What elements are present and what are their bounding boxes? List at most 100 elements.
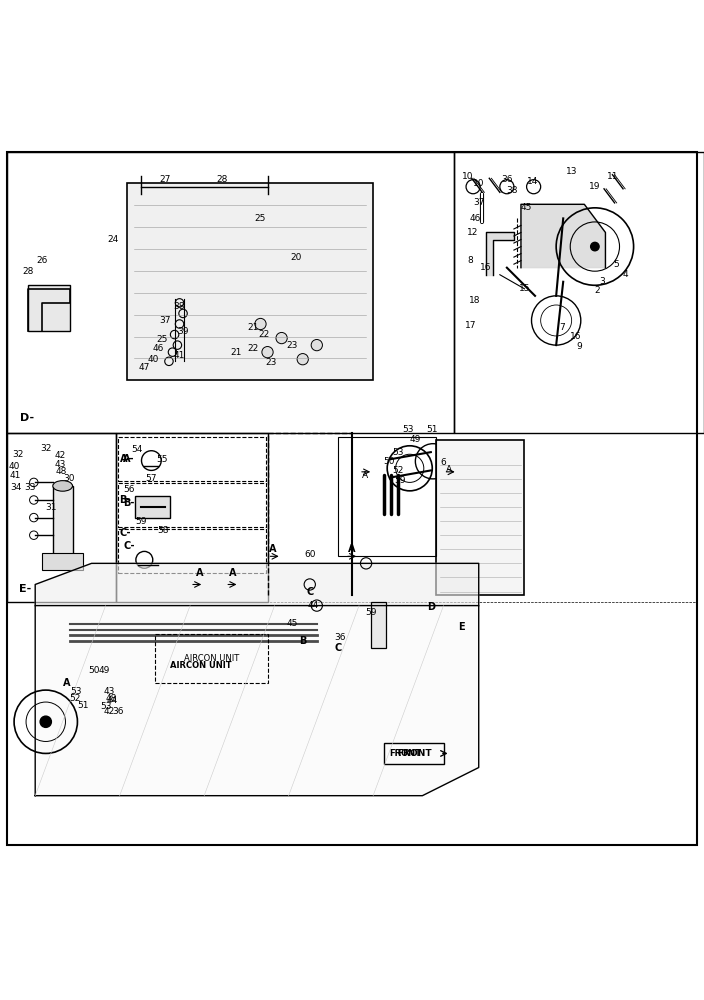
Bar	[28, 285, 70, 331]
Text: 53: 53	[403, 425, 414, 434]
Text: 23: 23	[287, 341, 298, 350]
Text: 24: 24	[107, 235, 118, 244]
Polygon shape	[35, 606, 479, 796]
Circle shape	[297, 354, 308, 365]
Text: 27: 27	[160, 175, 171, 184]
Text: 38: 38	[507, 186, 518, 195]
Text: 41: 41	[174, 351, 185, 360]
Text: 13: 13	[566, 167, 577, 176]
Text: 4: 4	[622, 270, 628, 279]
Text: 45: 45	[287, 619, 298, 628]
Text: 44: 44	[107, 696, 118, 705]
Bar	[118, 529, 266, 573]
Text: 57: 57	[146, 474, 157, 483]
Text: 32: 32	[12, 450, 23, 459]
Polygon shape	[486, 232, 514, 275]
Polygon shape	[35, 563, 479, 606]
Bar	[7, 433, 116, 602]
Text: 8: 8	[467, 256, 473, 265]
Text: 53: 53	[393, 448, 404, 457]
Text: 42: 42	[54, 451, 65, 460]
Circle shape	[276, 332, 287, 344]
Text: 17: 17	[465, 321, 476, 330]
Text: 44: 44	[308, 601, 319, 610]
Text: E: E	[458, 622, 465, 632]
Text: 22: 22	[248, 344, 259, 353]
Text: 31: 31	[45, 503, 56, 512]
Text: A: A	[270, 544, 277, 554]
Text: A-: A-	[123, 454, 134, 464]
Text: C-: C-	[123, 541, 134, 551]
Text: 30: 30	[63, 474, 75, 483]
Text: 56: 56	[123, 485, 134, 494]
Text: 50: 50	[88, 666, 99, 675]
Text: 60: 60	[304, 550, 315, 559]
Text: A: A	[196, 568, 203, 578]
Text: 39: 39	[177, 327, 189, 336]
Text: 32: 32	[40, 444, 51, 453]
Text: 36: 36	[113, 707, 124, 716]
Text: 46: 46	[470, 214, 481, 223]
Text: 50: 50	[384, 457, 395, 466]
Text: 15: 15	[519, 284, 530, 293]
Text: A: A	[446, 465, 452, 474]
Text: A: A	[63, 678, 70, 688]
Text: 2: 2	[594, 286, 600, 295]
Text: AIRCON UNIT: AIRCON UNIT	[170, 661, 232, 670]
Text: C: C	[306, 587, 313, 597]
Text: 19: 19	[589, 182, 601, 191]
Text: 28: 28	[23, 267, 34, 276]
Text: 40: 40	[148, 355, 159, 364]
Bar	[116, 433, 268, 602]
Text: 36: 36	[501, 175, 513, 184]
Text: 33: 33	[24, 483, 35, 492]
Text: 34: 34	[10, 483, 21, 492]
Text: 58: 58	[158, 526, 169, 535]
Text: A-: A-	[120, 454, 131, 464]
Text: 49: 49	[99, 666, 110, 675]
Text: D: D	[427, 602, 436, 612]
Polygon shape	[521, 204, 605, 268]
Bar	[371, 602, 386, 648]
Text: 26: 26	[37, 256, 48, 265]
Text: B-: B-	[123, 498, 134, 508]
Text: 10: 10	[473, 179, 484, 188]
Bar	[155, 634, 268, 683]
Text: 7: 7	[559, 323, 565, 332]
Text: 10: 10	[463, 172, 474, 181]
Text: 36: 36	[334, 633, 346, 642]
Text: 46: 46	[153, 344, 164, 353]
Text: 54: 54	[132, 445, 143, 454]
Text: 21: 21	[230, 348, 241, 357]
Text: A: A	[229, 568, 236, 578]
Text: 59: 59	[394, 476, 406, 485]
Text: C-: C-	[120, 528, 131, 538]
Text: B: B	[299, 636, 306, 646]
Text: 55: 55	[156, 455, 168, 464]
Text: A: A	[362, 471, 367, 480]
Circle shape	[262, 347, 273, 358]
Text: 43: 43	[54, 460, 65, 469]
Circle shape	[591, 242, 599, 251]
Bar	[384, 743, 444, 764]
Bar	[53, 486, 73, 556]
Text: FRONT: FRONT	[396, 749, 432, 758]
Text: 59: 59	[365, 608, 377, 617]
Text: 52: 52	[392, 466, 403, 475]
Text: 12: 12	[467, 228, 479, 237]
Text: 49: 49	[410, 435, 421, 444]
Text: D-: D-	[20, 413, 34, 423]
Bar	[436, 440, 524, 595]
Ellipse shape	[53, 481, 73, 491]
Text: 43: 43	[103, 687, 115, 696]
Text: 25: 25	[255, 214, 266, 223]
Bar	[7, 152, 454, 433]
Bar	[42, 553, 83, 570]
Text: 48: 48	[56, 467, 67, 476]
Text: AIRCON UNIT: AIRCON UNIT	[184, 654, 239, 663]
Text: FRONT: FRONT	[389, 749, 421, 758]
Bar	[118, 437, 266, 481]
Text: E-: E-	[18, 584, 31, 594]
Text: 51: 51	[427, 425, 438, 434]
Text: C: C	[334, 643, 341, 653]
